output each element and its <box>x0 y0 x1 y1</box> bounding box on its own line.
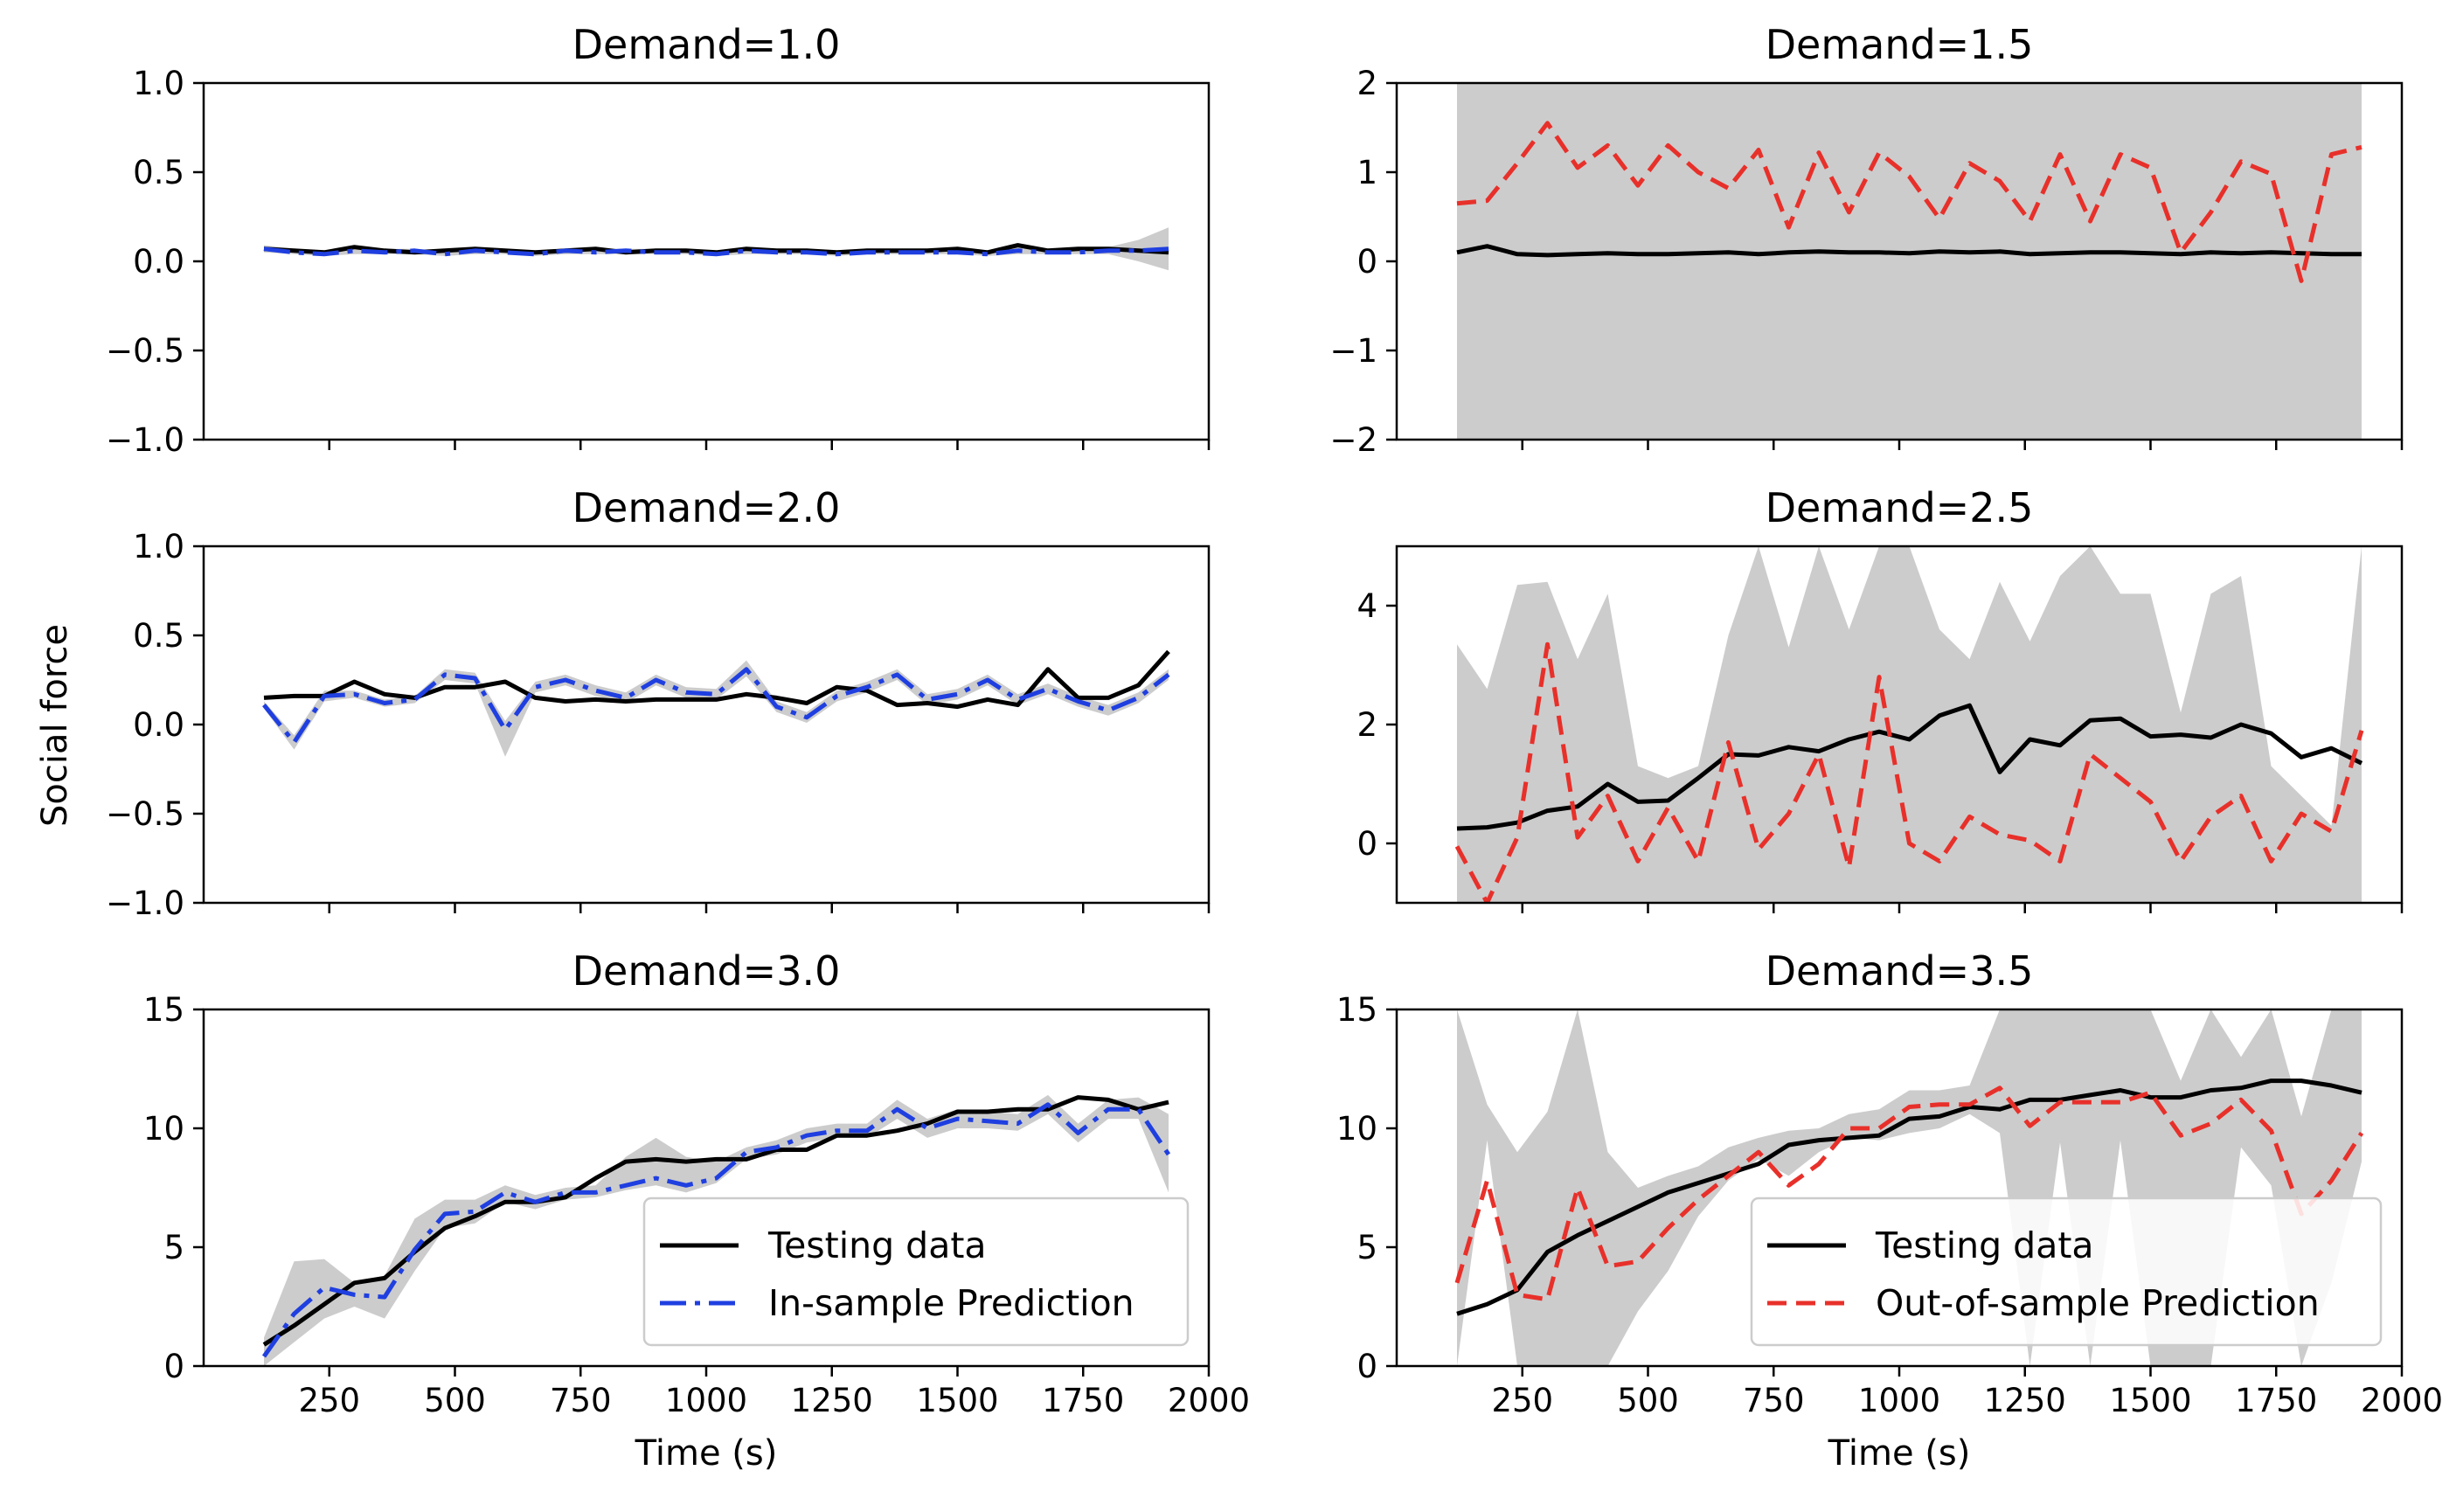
panel-1: −1.0 −0.5 0.0 0.5 1.0 Demand=1.0 <box>106 21 1211 459</box>
x-tick-label: 2000 <box>2361 1382 2443 1419</box>
axes-frame <box>202 544 1211 905</box>
legend-label: Out-of-sample Prediction <box>1876 1282 2320 1324</box>
y-tick-label: 4 <box>1356 587 1377 625</box>
panel-title: Demand=2.0 <box>572 484 841 531</box>
y-tick-label: 0 <box>1356 1348 1377 1385</box>
y-tick-label: 1.0 <box>133 528 184 565</box>
x-tick-label: 500 <box>424 1382 486 1419</box>
x-tick-label: 500 <box>1617 1382 1679 1419</box>
y-tick-label: 0 <box>1356 825 1377 863</box>
y-tick-label: 5 <box>163 1229 184 1266</box>
panel-title: Demand=1.0 <box>572 21 841 68</box>
x-tick-label: 250 <box>298 1382 360 1419</box>
plot-area <box>1456 83 2362 440</box>
panel-4: 0 2 4 Demand=2.5 <box>1356 484 2404 913</box>
series-line-testing <box>1456 703 2363 831</box>
series-line-out-of-sample <box>1454 1085 2364 1302</box>
plot-area <box>1454 1009 2364 1366</box>
y-tick-label: −0.5 <box>106 332 184 370</box>
series-line-out-of-sample <box>1456 121 2362 283</box>
x-tick-label: 1250 <box>791 1382 873 1419</box>
y-tick-label: 10 <box>1336 1110 1377 1148</box>
panel-6: 0 5 10 15 250 500 750 1000 1250 1500 1750 2000 Deman… <box>1336 947 2443 1474</box>
x-tick-label: 1000 <box>665 1382 747 1419</box>
panels: −1.0 −0.5 0.0 0.5 1.0 Demand=1.0 −2 −1 0 1 2 Demand… <box>106 21 2443 1474</box>
plot-area <box>262 649 1170 757</box>
plot-area <box>1454 546 2364 903</box>
y-tick-label: 15 <box>143 991 184 1029</box>
x-axis-label: Time (s) <box>635 1433 778 1474</box>
uncertainty-band <box>1457 83 2362 440</box>
plot-area <box>263 227 1169 271</box>
legend: Testing data In-sample Prediction <box>642 1196 1190 1347</box>
legend-box <box>642 1196 1190 1347</box>
uncertainty-band <box>264 660 1169 757</box>
y-tick-label: 0.0 <box>133 243 184 281</box>
x-tick-label: 250 <box>1491 1382 1553 1419</box>
y-tick-label: 0 <box>163 1348 184 1385</box>
legend-label: Testing data <box>1875 1224 2094 1266</box>
panel-title: Demand=3.5 <box>1766 947 2034 995</box>
panel-title: Demand=1.5 <box>1766 21 2034 68</box>
x-tick-label: 1750 <box>1042 1382 1124 1419</box>
legend-label: Testing data <box>767 1224 987 1266</box>
x-tick-label: 750 <box>1743 1382 1805 1419</box>
y-tick-label: −0.5 <box>106 795 184 833</box>
y-tick-label: 10 <box>143 1110 184 1148</box>
series-line-in-sample <box>263 246 1169 257</box>
series-line-in-sample <box>261 1102 1171 1358</box>
plot-area <box>261 1094 1171 1366</box>
uncertainty-band <box>1457 546 2362 903</box>
series-line-out-of-sample <box>1454 642 2364 903</box>
y-tick-label: 1 <box>1356 154 1377 191</box>
panel-5: 0 5 10 15 250 500 750 1000 1250 1500 1750 2000 Deman… <box>143 947 1250 1474</box>
x-tick-label: 750 <box>550 1382 612 1419</box>
y-tick-label: 1.0 <box>133 65 184 102</box>
x-tick-label: 1250 <box>1984 1382 2066 1419</box>
series-line-testing <box>1456 244 2362 258</box>
legend: Testing data Out-of-sample Prediction <box>1750 1196 2383 1347</box>
figure-ylabel: Social force <box>35 624 75 827</box>
y-tick-label: 0.0 <box>133 706 184 744</box>
y-tick-label: 15 <box>1336 991 1377 1029</box>
y-tick-label: 2 <box>1356 65 1377 102</box>
series-line-in-sample <box>262 667 1170 745</box>
panel-title: Demand=2.5 <box>1766 484 2034 531</box>
axes-frame <box>202 81 1211 441</box>
legend-box <box>1750 1196 2383 1347</box>
y-tick-label: −1 <box>1329 332 1377 370</box>
y-tick-label: 5 <box>1356 1229 1377 1266</box>
x-tick-label: 2000 <box>1168 1382 1250 1419</box>
x-axis-label: Time (s) <box>1828 1433 1971 1474</box>
panel-2: −2 −1 0 1 2 Demand=1.5 <box>1329 21 2404 459</box>
y-tick-label: 0 <box>1356 243 1377 281</box>
y-tick-label: 2 <box>1356 706 1377 744</box>
x-tick-label: 1750 <box>2235 1382 2317 1419</box>
series-line-testing <box>1456 1079 2362 1316</box>
panel-3: −1.0 −0.5 0.0 0.5 1.0 Demand=2.0 <box>106 484 1211 922</box>
x-tick-label: 1000 <box>1858 1382 1940 1419</box>
y-tick-label: −1.0 <box>106 421 184 459</box>
y-tick-label: −2 <box>1329 421 1377 459</box>
legend-label: In-sample Prediction <box>768 1282 1134 1324</box>
panel-title: Demand=3.0 <box>572 947 841 995</box>
x-tick-label: 1500 <box>2109 1382 2191 1419</box>
y-tick-label: 0.5 <box>133 617 184 655</box>
y-tick-label: −1.0 <box>106 884 184 922</box>
x-tick-label: 1500 <box>916 1382 998 1419</box>
y-tick-label: 0.5 <box>133 154 184 191</box>
